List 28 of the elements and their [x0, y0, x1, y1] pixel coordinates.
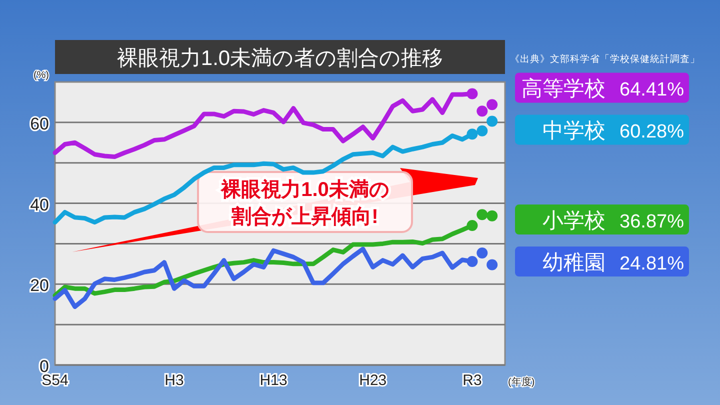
annotation: 裸眼視力1.0未満の割合が上昇傾向!	[220, 178, 389, 228]
x-tick-label: H3	[164, 372, 184, 389]
y-tick-label: 20	[30, 276, 49, 296]
text: 《出典》文部科学省「学校保健統計調査」	[510, 53, 700, 65]
point	[476, 209, 488, 220]
point	[486, 210, 498, 222]
text: 小学校 36.87%	[542, 210, 684, 233]
y-tick-label: 60	[30, 114, 49, 134]
point	[486, 99, 498, 110]
x-tick-label: R3	[462, 372, 482, 389]
y-axis-title: (%)	[33, 70, 49, 81]
x-tick-label: H23	[359, 372, 387, 389]
point	[466, 256, 478, 268]
point	[486, 116, 498, 127]
chart-title: 裸眼視力1.0未満の者の割合の推移	[116, 47, 444, 70]
text: 幼稚園 24.81%	[542, 252, 684, 275]
point	[476, 125, 488, 136]
point	[466, 88, 478, 100]
point	[466, 220, 478, 232]
point	[466, 128, 478, 140]
y-tick-label: 40	[30, 195, 49, 214]
x-axis-title: (年度)	[508, 376, 535, 388]
point	[486, 259, 498, 270]
point	[476, 106, 488, 117]
point	[476, 248, 488, 259]
text: 高等学校 64.41%	[522, 78, 684, 101]
text: 中学校 60.28%	[542, 120, 684, 143]
x-tick-label: H13	[260, 372, 288, 389]
